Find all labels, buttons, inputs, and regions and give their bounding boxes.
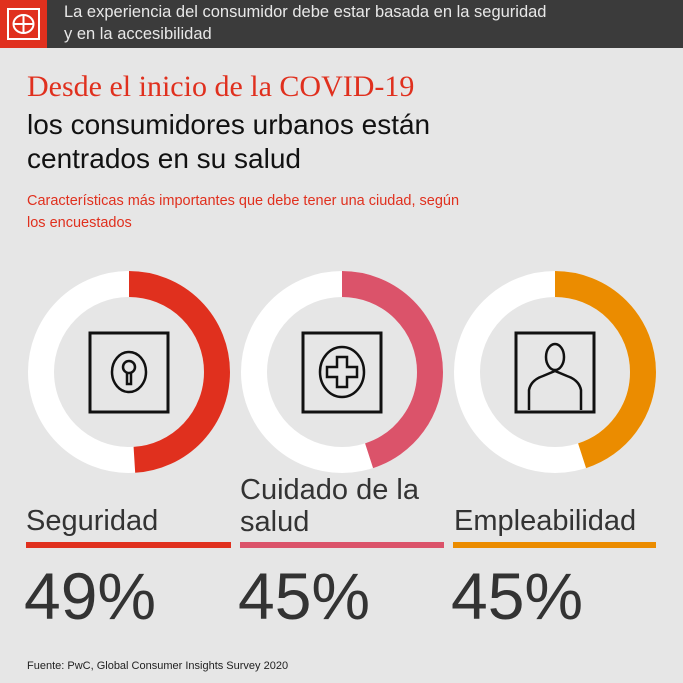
donut-arc-empleabilidad [454,271,656,473]
underline-empleabilidad [453,542,656,548]
underline-seguridad [26,542,231,548]
donut-arc-seguridad [28,271,230,473]
person-icon [514,331,596,414]
title-red: Desde el inicio de la COVID-19 [27,70,415,103]
label-empleabilidad: Empleabilidad [454,505,637,537]
medical-cross-icon [301,331,383,414]
pct-empleabilidad: 45% [451,559,584,633]
donut-arc-cuidado-de-la-salud [241,271,443,473]
pct-salud: 45% [238,559,371,633]
underline-salud [240,542,444,548]
header-bar: La experiencia del consumidor debe estar… [0,0,683,48]
label-seguridad: Seguridad [26,505,159,537]
pct-seguridad: 49% [24,559,157,633]
source-footer: Fuente: PwC, Global Consumer Insights Su… [27,660,289,672]
title-black: los consumidores urbanos están centrados … [27,109,431,174]
label-cuidado-salud: Cuidado de la salud [240,474,419,538]
keyhole-icon [88,331,170,414]
donut-1 [28,271,230,473]
donut-2 [241,271,443,473]
subtitle: Características más importantes que debe… [27,193,460,231]
eye-logo-icon [0,0,47,48]
donut-3 [454,271,656,473]
donut-charts [28,271,656,473]
header-text: La experiencia del consumidor debe estar… [64,3,547,43]
